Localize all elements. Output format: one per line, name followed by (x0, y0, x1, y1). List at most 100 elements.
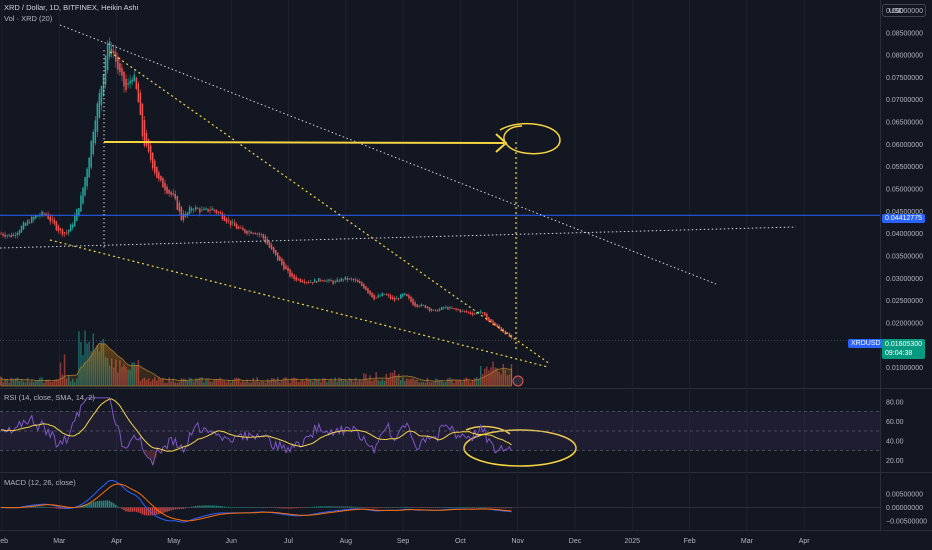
volume-bar (78, 331, 80, 386)
macd-histogram-bar (108, 500, 111, 508)
flat-dotted-trendline[interactable] (0, 226, 797, 249)
time-tick-label: Aug (340, 538, 353, 545)
symbol-title[interactable]: XRD / Dollar, 1D, BITFINEX, Heikin Ashi (4, 3, 139, 12)
macd-histogram-bar (166, 507, 168, 512)
candle-body (301, 280, 304, 283)
candle-body (72, 224, 74, 228)
candle-body (299, 279, 302, 282)
candle-body (426, 306, 429, 309)
last-price-value: 0.01605300 (885, 341, 922, 348)
macd-histogram-bar (147, 507, 150, 516)
candle-body (418, 305, 420, 307)
candle-body (268, 242, 271, 248)
candle-body (28, 222, 31, 224)
time-tick-label: Dec (569, 538, 582, 545)
candle-body (166, 186, 168, 194)
price-tick-label: 0.06000000 (886, 142, 923, 149)
candle-body (438, 308, 441, 311)
candle-body (451, 307, 453, 309)
macd-histogram-bar (174, 507, 176, 510)
event-marker-icon[interactable] (512, 375, 524, 387)
macd-line (0, 479, 512, 523)
macd-axis-ticks[interactable]: 0.00500000 0.00000000 −0.00500000 (886, 491, 927, 525)
macd-histogram-bar (291, 507, 293, 509)
macd-histogram-bar (479, 507, 482, 508)
rsi-axis-ticks[interactable]: 80.00 60.00 40.00 20.00 (886, 399, 904, 465)
candle-body (424, 305, 427, 308)
time-axis-labels[interactable]: Feb Mar Apr May Jun Jul Aug Sep Oct Nov Dec 2025 Feb… (0, 538, 810, 545)
time-tick-label: Mar (53, 538, 66, 545)
rsi-oversold-fill (144, 450, 514, 465)
macd-histogram-bar (346, 506, 349, 508)
target-circle-scribble[interactable] (499, 122, 561, 155)
candle-body (139, 92, 142, 115)
candle-body (51, 219, 53, 221)
candle-body (94, 120, 97, 144)
candle-body (22, 222, 25, 230)
price-pane[interactable] (0, 0, 880, 388)
candle-body (80, 195, 82, 212)
macd-histogram-bar (127, 507, 129, 512)
volume-legend[interactable]: Vol · XRD (20) (4, 14, 53, 23)
candle-body (486, 313, 488, 321)
candle-body (322, 280, 324, 282)
candle-body (41, 211, 43, 216)
macd-histogram-bar (270, 507, 273, 508)
candle-body (53, 219, 56, 224)
macd-histogram-bar (430, 507, 433, 508)
candle-body (318, 278, 320, 282)
macd-histogram-bar (367, 507, 369, 508)
macd-histogram-bar (172, 507, 174, 510)
candle-body (238, 226, 240, 229)
candle-body (289, 269, 291, 277)
macd-histogram-bar (467, 507, 470, 508)
candle-body (281, 258, 283, 265)
macd-histogram-bar (395, 507, 398, 508)
macd-histogram-bar (180, 507, 183, 510)
macd-histogram-bar (219, 506, 222, 508)
candle-body (158, 172, 160, 180)
macd-histogram-bar (303, 507, 306, 508)
macd-histogram-bar (160, 507, 162, 514)
candle-body (2, 233, 4, 236)
candle-body (346, 278, 349, 280)
macd-histogram-bar (47, 507, 49, 508)
candle-body (59, 228, 62, 231)
macd-histogram-bar (420, 507, 422, 508)
rsi-scribble-tail[interactable] (465, 425, 511, 435)
time-tick-label: Apr (799, 538, 811, 545)
candle-body (197, 208, 199, 210)
rsi-level-lines (0, 411, 880, 451)
macd-histogram-bar (59, 507, 62, 509)
candle-body (400, 294, 402, 299)
macd-histogram-bar (186, 507, 189, 508)
long-dotted-trendline[interactable] (59, 24, 717, 285)
rsi-legend[interactable]: RSI (14, close, SMA, 14, 2) (4, 393, 95, 402)
currency-button[interactable]: USD (882, 4, 926, 17)
macd-histogram-bar (256, 507, 258, 508)
candle-body (430, 309, 433, 311)
candle-body (63, 232, 66, 234)
candle-body (74, 215, 76, 227)
candle-body (143, 120, 146, 146)
candle-body (434, 309, 437, 311)
candle-body (422, 305, 425, 306)
macd-histogram-bar (348, 506, 351, 508)
volume-bar (80, 341, 82, 386)
candle-body (37, 215, 39, 217)
price-axis-ticks[interactable]: 0.09000000 0.08500000 0.08000000 0.07500000… (886, 8, 923, 372)
candle-body (86, 168, 88, 187)
candle-body (436, 309, 439, 312)
macd-legend[interactable]: MACD (12, 26, close) (4, 478, 76, 487)
price-tick-label: 0.07500000 (886, 75, 923, 82)
time-tick-label: 2025 (625, 538, 641, 545)
candle-body (209, 210, 211, 211)
target-arrow-line[interactable] (103, 141, 505, 144)
rsi-circle-scribble[interactable] (463, 429, 577, 467)
wedge-lower-line[interactable] (49, 239, 549, 368)
macd-histogram-bar (102, 500, 105, 508)
macd-histogram-bar (84, 504, 86, 508)
macd-histogram-bar (379, 507, 381, 508)
drawings[interactable] (0, 24, 797, 467)
